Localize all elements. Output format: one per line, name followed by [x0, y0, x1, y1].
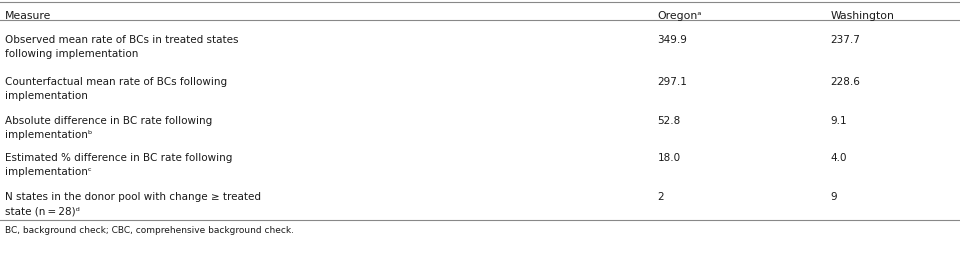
Text: Absolute difference in BC rate following
implementationᵇ: Absolute difference in BC rate following… — [5, 116, 212, 140]
Text: 18.0: 18.0 — [658, 153, 681, 163]
Text: Washington: Washington — [830, 11, 895, 21]
Text: 52.8: 52.8 — [658, 116, 681, 126]
Text: 9: 9 — [830, 192, 837, 202]
Text: 4.0: 4.0 — [830, 153, 847, 163]
Text: 228.6: 228.6 — [830, 77, 860, 87]
Text: Estimated % difference in BC rate following
implementationᶜ: Estimated % difference in BC rate follow… — [5, 153, 232, 177]
Text: 237.7: 237.7 — [830, 35, 860, 45]
Text: Counterfactual mean rate of BCs following
implementation: Counterfactual mean rate of BCs followin… — [5, 77, 227, 101]
Text: 349.9: 349.9 — [658, 35, 687, 45]
Text: 297.1: 297.1 — [658, 77, 687, 87]
Text: BC, background check; CBC, comprehensive background check.: BC, background check; CBC, comprehensive… — [5, 226, 294, 235]
Text: Measure: Measure — [5, 11, 51, 21]
Text: 2: 2 — [658, 192, 664, 202]
Text: N states in the donor pool with change ≥ treated
state (n = 28)ᵈ: N states in the donor pool with change ≥… — [5, 192, 261, 216]
Text: Oregonᵃ: Oregonᵃ — [658, 11, 702, 21]
Text: 9.1: 9.1 — [830, 116, 847, 126]
Text: Observed mean rate of BCs in treated states
following implementation: Observed mean rate of BCs in treated sta… — [5, 35, 238, 59]
